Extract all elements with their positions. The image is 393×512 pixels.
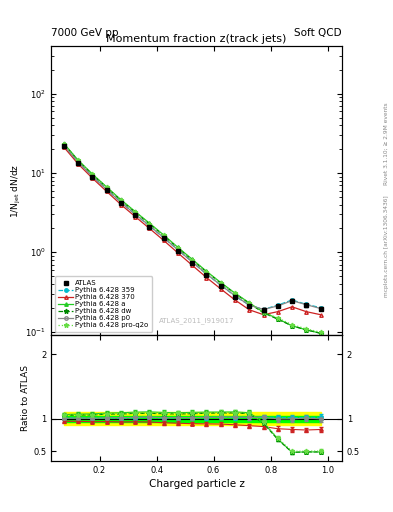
Text: mcplots.cern.ch [arXiv:1306.3436]: mcplots.cern.ch [arXiv:1306.3436] <box>384 195 389 296</box>
Text: 7000 GeV pp: 7000 GeV pp <box>51 28 119 38</box>
Text: Rivet 3.1.10; ≥ 2.9M events: Rivet 3.1.10; ≥ 2.9M events <box>384 102 389 185</box>
Text: Soft QCD: Soft QCD <box>294 28 342 38</box>
Title: Momentum fraction z(track jets): Momentum fraction z(track jets) <box>107 34 286 44</box>
Legend: ATLAS, Pythia 6.428 359, Pythia 6.428 370, Pythia 6.428 a, Pythia 6.428 dw, Pyth: ATLAS, Pythia 6.428 359, Pythia 6.428 37… <box>55 276 152 332</box>
Text: ATLAS_2011_I919017: ATLAS_2011_I919017 <box>159 317 234 324</box>
Y-axis label: 1/N$_\mathrm{jet}$ dN/dz: 1/N$_\mathrm{jet}$ dN/dz <box>9 163 23 218</box>
Y-axis label: Ratio to ATLAS: Ratio to ATLAS <box>21 365 30 431</box>
X-axis label: Charged particle z: Charged particle z <box>149 479 244 489</box>
